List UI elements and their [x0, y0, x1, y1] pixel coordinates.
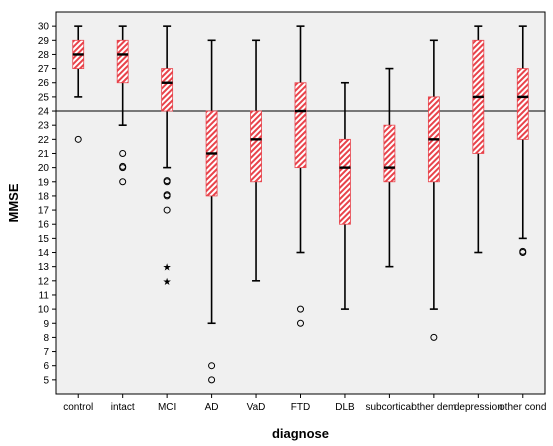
- y-tick-label: 28: [38, 50, 50, 61]
- y-tick-label: 19: [38, 177, 50, 188]
- outlier-point: [119, 149, 127, 157]
- box-AD: [205, 39, 218, 384]
- box-FTD: [294, 25, 307, 327]
- x-tick-label: FTD: [291, 402, 310, 413]
- x-tick-label: subcortical: [366, 402, 414, 413]
- y-tick-label: 24: [38, 107, 50, 118]
- x-tick-label: AD: [205, 402, 219, 413]
- y-tick-label: 5: [43, 375, 49, 386]
- extreme-point: ★: [163, 263, 172, 274]
- box-control: [72, 25, 85, 143]
- box-intact: [116, 25, 129, 186]
- y-tick-label: 25: [38, 92, 50, 103]
- box-MCI: ★★: [161, 25, 174, 288]
- y-tick-label: 30: [38, 22, 50, 33]
- x-tick-label: VaD: [247, 402, 266, 413]
- outlier-point: [519, 247, 527, 255]
- y-tick-label: 14: [38, 248, 50, 259]
- outlier-point: [297, 319, 304, 327]
- box-VaD: [250, 39, 262, 282]
- iqr-box: [339, 138, 351, 225]
- outlier-point: [208, 362, 216, 370]
- iqr-box: [516, 68, 529, 140]
- iqr-box: [383, 124, 396, 183]
- iqr-box: [250, 110, 262, 183]
- y-tick-label: 21: [38, 149, 50, 160]
- y-tick-label: 18: [38, 191, 50, 202]
- y-tick-label: 15: [38, 234, 50, 245]
- outlier-point: [163, 191, 171, 199]
- x-tick-label: other dem: [411, 402, 456, 413]
- x-tick-label: DLB: [335, 402, 355, 413]
- x-tick-label: intact: [111, 402, 135, 413]
- box-subcortical: [383, 67, 396, 268]
- y-tick-label: 10: [38, 305, 50, 316]
- x-tick-label: depression: [454, 402, 503, 413]
- x-axis-title: diagnose: [272, 426, 329, 441]
- y-tick-label: 22: [38, 135, 50, 146]
- box-depression: [472, 25, 485, 254]
- iqr-box: [294, 82, 307, 169]
- y-tick-label: 11: [39, 290, 50, 301]
- y-tick-label: 26: [38, 78, 50, 89]
- y-tick-label: 6: [43, 361, 49, 372]
- iqr-box: [161, 68, 174, 112]
- x-tick-label: MCI: [158, 402, 176, 413]
- outlier-point: [74, 135, 82, 143]
- extreme-point: ★: [163, 277, 172, 288]
- iqr-box: [116, 39, 129, 84]
- box-other-cond: [516, 25, 529, 257]
- box-DLB: [339, 81, 351, 310]
- outlier-point: [297, 305, 304, 313]
- outlier-point: [119, 178, 127, 186]
- outlier-point: [163, 206, 171, 214]
- y-tick-label: 17: [38, 206, 50, 217]
- box-other-dem: [427, 39, 440, 341]
- y-tick-label: 12: [38, 276, 50, 287]
- outlier-point: [430, 333, 438, 341]
- y-axis-title: MMSE: [6, 183, 21, 222]
- y-tick-label: 8: [43, 333, 49, 344]
- outlier-point: [163, 177, 171, 185]
- x-tick-label: other cond: [499, 402, 546, 413]
- y-tick-label: 27: [38, 64, 50, 75]
- y-tick-label: 23: [38, 121, 50, 132]
- y-tick-label: 7: [43, 347, 49, 358]
- y-tick-label: 20: [38, 163, 50, 174]
- y-tick-label: 13: [38, 262, 50, 273]
- outlier-point: [208, 376, 216, 384]
- y-tick-label: 29: [38, 36, 50, 47]
- outlier-point: [119, 162, 127, 170]
- y-tick-label: 9: [43, 319, 49, 330]
- x-tick-label: control: [63, 402, 93, 413]
- y-tick-label: 16: [38, 220, 50, 231]
